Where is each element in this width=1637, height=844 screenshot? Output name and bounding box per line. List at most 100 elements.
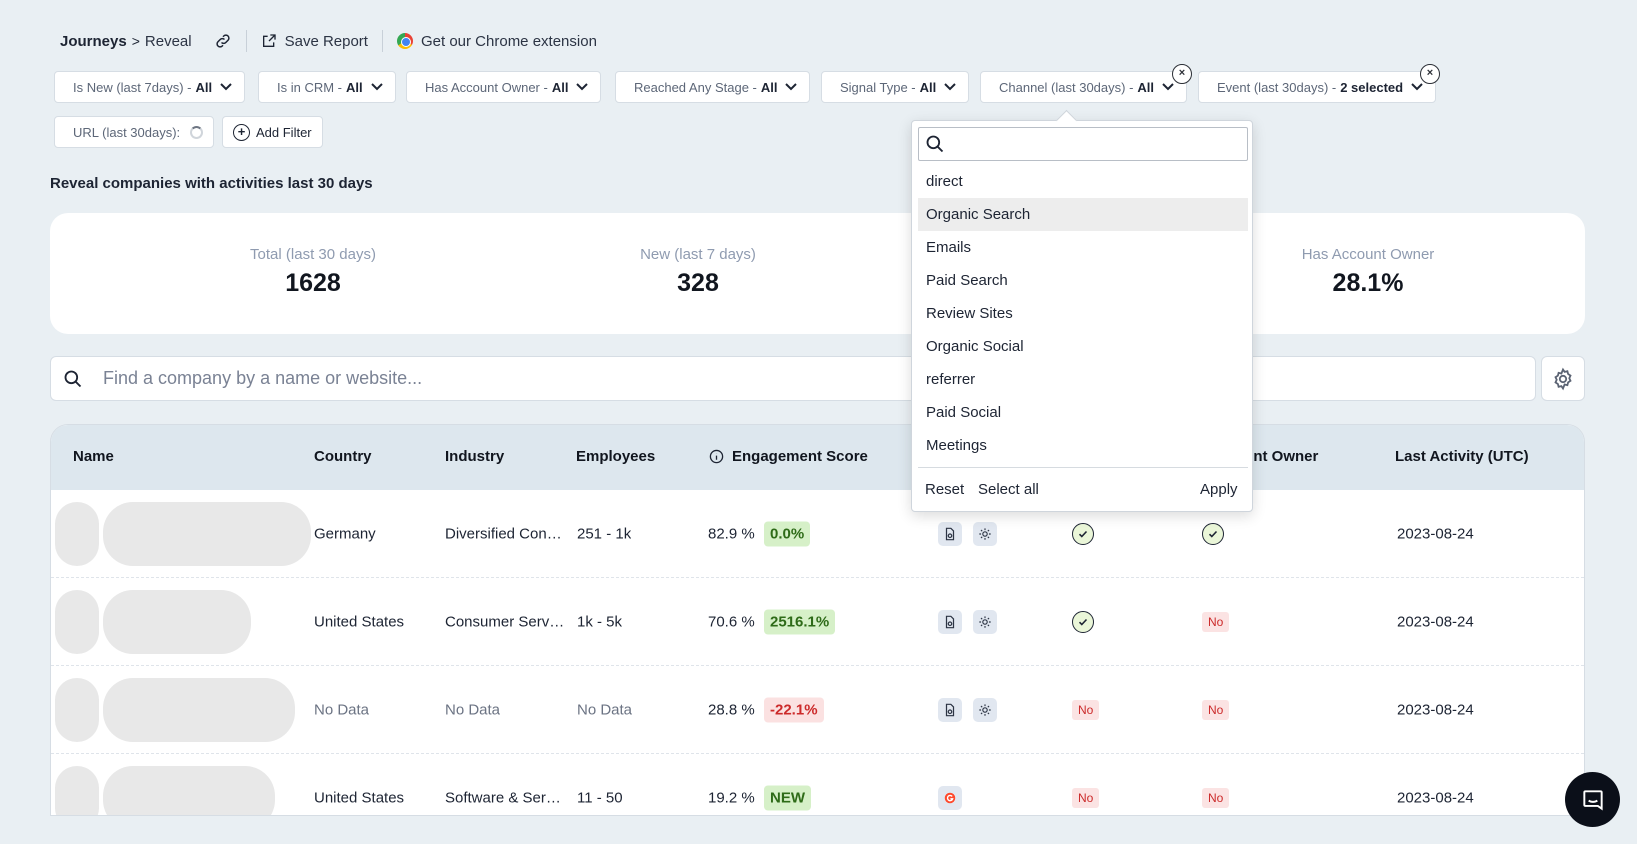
check-circle-icon	[1202, 522, 1224, 545]
chevron-down-icon	[220, 83, 232, 91]
breadcrumb-bar: Journeys > Reveal Save Report Get our Ch…	[60, 30, 597, 52]
cell-industry: No Data	[445, 701, 501, 718]
cell-employees: 11 - 50	[577, 789, 623, 806]
export-icon	[262, 34, 276, 47]
filter-label: URL (last 30days):	[73, 124, 181, 140]
chrome-extension-label: Get our Chrome extension	[420, 32, 597, 50]
filter-label: Channel (last 30days) -	[999, 79, 1134, 95]
table-row[interactable]: No Data No Data No Data 28.8 % -22.1% No…	[51, 666, 1584, 754]
channel-option-referrer[interactable]: referrer	[926, 371, 976, 388]
cell-industry: Software & Services	[445, 789, 567, 806]
filter-label: Reached Any Stage -	[634, 79, 757, 95]
filter-value: All	[1137, 79, 1155, 95]
cell-score: 70.6 %	[708, 613, 755, 630]
clear-event-filter-close-icon[interactable]: ×	[1420, 64, 1440, 84]
filter-signal-type[interactable]: Signal Type - All	[821, 71, 970, 103]
add-filter-button[interactable]: + Add Filter	[222, 116, 323, 148]
table-row[interactable]: United States Consumer Services 1k - 5k …	[51, 578, 1584, 666]
filter-url[interactable]: URL (last 30days):	[54, 116, 215, 148]
chat-button[interactable]	[1565, 772, 1620, 827]
name-placeholder	[103, 590, 251, 654]
name-placeholder	[103, 766, 275, 815]
cell-industry: Consumer Services	[445, 613, 567, 630]
check-circle-icon	[1072, 522, 1094, 545]
dropdown-search-input[interactable]	[951, 135, 1241, 153]
cell-country: United States	[314, 613, 405, 630]
stats-card: Total (last 30 days) 1628 New (last 7 da…	[50, 213, 1585, 334]
save-report-button[interactable]: Save Report	[261, 33, 368, 50]
column-employees[interactable]: Employees	[576, 448, 656, 465]
cell-score: 28.8 %	[708, 701, 755, 718]
cell-industry: Diversified Consumer Services	[445, 525, 567, 542]
filter-label: Has Account Owner -	[425, 79, 548, 95]
select-all-button[interactable]: Select all	[978, 481, 1039, 498]
save-report-label: Save Report	[284, 32, 368, 50]
info-icon[interactable]	[709, 449, 724, 464]
channel-option-paid-social[interactable]: Paid Social	[926, 404, 1002, 421]
column-engagement-score[interactable]: Engagement Score	[709, 448, 868, 465]
channel-option-direct[interactable]: direct	[926, 173, 963, 190]
filter-is-new[interactable]: Is New (last 7days) - All	[54, 71, 246, 103]
breadcrumb-current: Reveal	[144, 32, 192, 50]
breadcrumb-journeys[interactable]: Journeys	[60, 32, 127, 50]
score-change-badge: -22.1%	[764, 697, 824, 722]
cell-country: Germany	[314, 525, 376, 542]
search-icon	[64, 370, 82, 387]
channel-option-paid-search[interactable]: Paid Search	[926, 272, 1008, 289]
chevron-down-icon	[785, 83, 798, 91]
stat-has-account-owner: Has Account Owner 28.1%	[1238, 246, 1498, 298]
plus-circle-icon: +	[233, 123, 250, 141]
sun-signal-icon	[973, 609, 997, 634]
logo-placeholder	[55, 766, 99, 815]
reset-button[interactable]: Reset	[925, 481, 965, 498]
sun-signal-icon	[973, 521, 997, 546]
filter-has-account-owner[interactable]: Has Account Owner - All	[406, 71, 602, 103]
name-placeholder	[103, 678, 295, 742]
gear-icon	[1554, 367, 1572, 390]
filter-is-in-crm[interactable]: Is in CRM - All	[258, 71, 396, 103]
score-change-badge: 2516.1%	[764, 609, 836, 634]
g2-signal-icon	[938, 785, 962, 810]
apply-button[interactable]: Apply	[1200, 481, 1238, 498]
filter-reached-any-stage[interactable]: Reached Any Stage - All	[615, 71, 811, 103]
toolbar-divider	[381, 30, 383, 52]
column-last-activity[interactable]: Last Activity (UTC)	[1395, 448, 1529, 465]
column-country[interactable]: Country	[314, 448, 372, 465]
table-row[interactable]: United States Software & Services 11 - 5…	[51, 754, 1584, 815]
channel-option-review-sites[interactable]: Review Sites	[926, 305, 1013, 322]
column-account-owner[interactable]: ount Owner	[1235, 448, 1319, 465]
cell-score: 19.2 %	[708, 789, 755, 806]
filter-value: All	[346, 79, 363, 95]
channel-option-emails[interactable]: Emails	[926, 239, 972, 256]
stat-label: Has Account Owner	[1301, 246, 1435, 263]
document-signal-icon	[938, 521, 962, 546]
channel-option-organic-social[interactable]: Organic Social	[926, 338, 1024, 355]
cell-employees: 1k - 5k	[577, 613, 623, 630]
filter-channel[interactable]: Channel (last 30days) - All	[980, 71, 1188, 103]
channel-option-meetings[interactable]: Meetings	[926, 437, 987, 454]
logo-placeholder	[55, 502, 99, 566]
cell-employees: 251 - 1k	[577, 525, 632, 542]
dropdown-divider	[918, 467, 1248, 468]
column-industry[interactable]: Industry	[445, 448, 505, 465]
check-circle-icon	[1072, 610, 1094, 633]
name-placeholder	[103, 502, 311, 566]
filter-value: All	[551, 79, 569, 95]
stat-value: 1628	[285, 269, 341, 297]
table-settings-button[interactable]	[1541, 356, 1585, 401]
filter-label: Is New (last 7days) -	[73, 79, 192, 95]
filter-label: Signal Type -	[840, 79, 916, 95]
clear-channel-filter-close-icon[interactable]: ×	[1172, 64, 1192, 84]
stat-label: New (last 7 days)	[640, 246, 756, 263]
chrome-extension-link[interactable]: Get our Chrome extension	[396, 32, 597, 50]
filter-event[interactable]: Event (last 30days) -2 selected	[1198, 71, 1437, 103]
column-name[interactable]: Name	[73, 448, 114, 465]
table-header: Name Country Industry Employees Engageme…	[51, 425, 1584, 490]
filter-value: All	[195, 79, 213, 95]
table-row[interactable]: Germany Diversified Consumer Services 25…	[51, 490, 1584, 578]
link-icon[interactable]	[214, 32, 232, 50]
channel-option-organic-search[interactable]: Organic Search	[918, 198, 1248, 231]
logo-placeholder	[55, 678, 99, 742]
add-filter-label: Add Filter	[256, 124, 312, 140]
toolbar-divider	[245, 30, 247, 52]
